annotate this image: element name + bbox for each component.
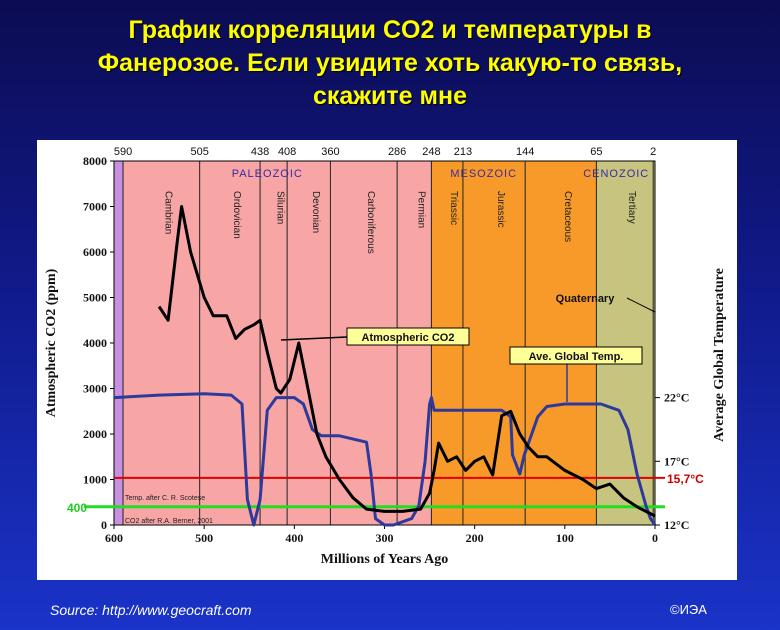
top-boundary-label: 65 — [590, 146, 602, 158]
top-boundary-label: 213 — [454, 146, 472, 158]
top-boundary-label: 438 — [251, 146, 269, 158]
series-line-temperature — [113, 392, 657, 527]
y-tick-label: 8000 — [83, 154, 107, 168]
temp-callout-box — [509, 346, 643, 365]
copyright-credit: ©ИЭА — [670, 602, 707, 617]
slide-title: График корреляции CO2 и температуры в Фа… — [0, 14, 780, 113]
co2-callout-box — [346, 327, 470, 346]
top-boundary-label: 286 — [388, 146, 406, 158]
temp-reference-label: 15,7°C — [667, 472, 704, 486]
period-label: Tertiary — [626, 191, 637, 224]
co2-temperature-chart: PALEOZOIC MESOZOIC CENOZOIC Cambrian Ordovic… — [44, 146, 727, 567]
temp-tick-label: 17°C — [664, 454, 689, 468]
x-tick-label: 500 — [195, 531, 213, 545]
period-label: Devonian — [310, 191, 321, 233]
x-tick-label: 100 — [556, 531, 574, 545]
y-axis-title: Atmospheric CO2 (ppm) — [44, 268, 59, 417]
title-line-3: скажите мне — [312, 82, 467, 110]
y2-axis-title: Average Global Temperature — [712, 268, 727, 442]
period-label: Cambrian — [162, 191, 173, 234]
source-note-co2: CO2 after R.A. Berner, 2001 — [125, 518, 213, 525]
era-band-cenozoic — [596, 161, 655, 525]
series-line-co2 — [157, 205, 656, 518]
source-note-temp: Temp. after C. R. Scotese — [125, 495, 205, 502]
top-boundary-label: 2 — [650, 146, 656, 158]
y-tick-label: 7000 — [83, 200, 107, 214]
temp-tick-label: 12°C — [664, 518, 689, 532]
era-label: MESOZOIC — [450, 168, 517, 180]
x-tick-label: 200 — [466, 531, 484, 545]
x-tick-label: 600 — [105, 531, 123, 545]
top-boundary-label: 408 — [278, 146, 296, 158]
title-line-1: График корреляции CO2 и температуры в — [128, 16, 652, 44]
quaternary-label: Quaternary — [556, 293, 616, 305]
period-label: Silurian — [275, 191, 286, 224]
top-boundary-label: 360 — [321, 146, 339, 158]
y-tick-label: 2000 — [83, 427, 107, 441]
period-label: Triassic — [448, 191, 459, 225]
top-boundary-label: 248 — [422, 146, 440, 158]
period-label: Ordovician — [231, 191, 242, 239]
y-tick-label: 0 — [101, 518, 107, 532]
x-tick-label: 300 — [376, 531, 394, 545]
source-caption: Source: http://www.geocraft.com — [50, 602, 252, 618]
temp-tick-label: 22°C — [664, 391, 689, 405]
chart-figure: PALEOZOIC MESOZOIC CENOZOIC Cambrian Ordovic… — [37, 140, 737, 580]
y-tick-label: 6000 — [83, 245, 107, 259]
y-tick-label: 1000 — [83, 473, 107, 487]
top-boundary-label: 144 — [516, 146, 534, 158]
era-label: CENOZOIC — [583, 168, 649, 180]
period-label: Permian — [415, 191, 426, 228]
top-boundary-label: 505 — [190, 146, 208, 158]
title-line-2: Фанерозое. Если увидите хоть какую-то св… — [97, 49, 683, 77]
y-tick-label: 5000 — [83, 291, 107, 305]
period-label: Cretaceous — [562, 191, 573, 242]
period-label: Carboniferous — [365, 191, 376, 254]
y-tick-label: 4000 — [83, 336, 107, 350]
co2-callout-leader — [280, 336, 348, 341]
x-axis-title: Millions of Years Ago — [321, 552, 448, 567]
top-boundary-label: 590 — [114, 146, 132, 158]
x-tick-label: 0 — [652, 531, 658, 545]
co2-callout-label: Atmospheric CO2 — [362, 332, 455, 344]
period-label: Jurassic — [495, 191, 506, 228]
x-tick-label: 400 — [285, 531, 303, 545]
temp-callout-label: Ave. Global Temp. — [529, 351, 624, 363]
pre-cambrian-band — [114, 161, 124, 525]
y-tick-label: 3000 — [83, 382, 107, 396]
quaternary-leader — [626, 297, 656, 313]
era-label: PALEOZOIC — [232, 168, 303, 180]
co2-reference-label: 400 — [67, 501, 87, 515]
